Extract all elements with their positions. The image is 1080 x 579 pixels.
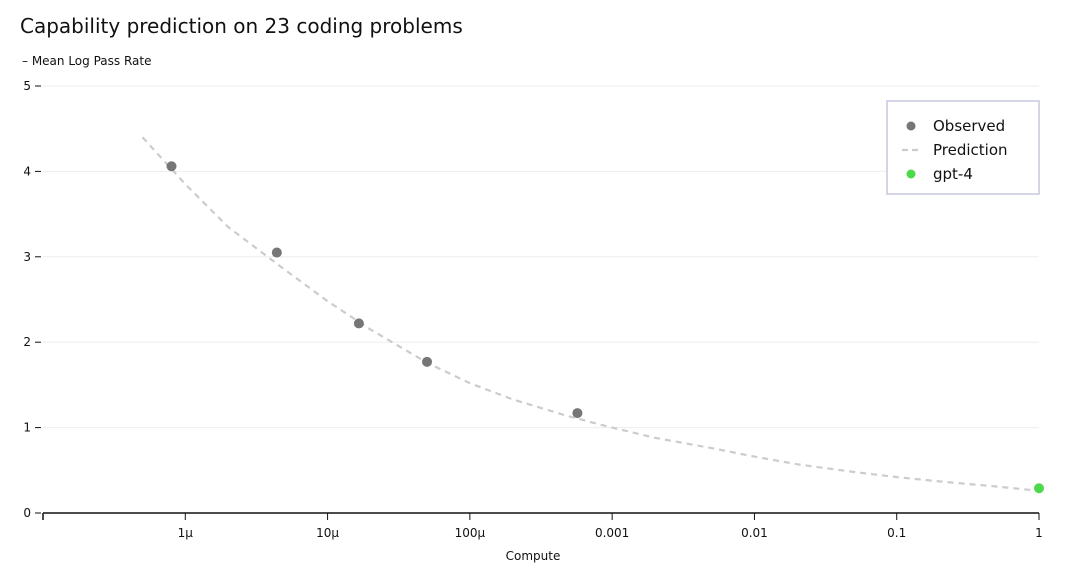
y-tick-label: 5 <box>23 79 31 93</box>
observed-point <box>166 161 177 172</box>
x-tick-label: 0.1 <box>887 526 906 540</box>
observed-point <box>422 356 433 367</box>
chart-title: Capability prediction on 23 coding probl… <box>20 14 463 38</box>
x-tick-label: 100μ <box>455 526 486 540</box>
series-layer <box>141 136 1044 494</box>
gpt4-point <box>1034 483 1044 494</box>
x-tick-label: 0.001 <box>595 526 629 540</box>
x-tick-label: 10μ <box>316 526 339 540</box>
legend-marker-observed <box>906 121 916 131</box>
legend-label: Observed <box>933 117 1005 135</box>
legend-label: gpt-4 <box>933 165 973 183</box>
observed-point <box>572 408 583 419</box>
observed-point <box>353 318 364 329</box>
legend-label: Prediction <box>933 141 1008 159</box>
x-tick-label: 1μ <box>178 526 194 540</box>
axis-layer: 0 1 2 3 4 5 1μ 10μ 100μ 0.001 0.01 0.1 1 <box>23 79 1042 540</box>
x-tick-label: 0.01 <box>741 526 768 540</box>
x-axis-label: Compute <box>506 549 561 563</box>
observed-point <box>271 247 282 258</box>
y-tick-label: 0 <box>23 506 31 520</box>
grid-layer <box>43 85 1039 429</box>
y-axis-label: – Mean Log Pass Rate <box>22 54 151 68</box>
prediction-line <box>141 136 1040 492</box>
legend-marker-gpt-4 <box>906 169 916 179</box>
legend: Observed Prediction gpt-4 <box>886 100 1040 195</box>
legend-box <box>886 100 1040 195</box>
y-tick-label: 1 <box>23 421 31 435</box>
y-tick-label: 3 <box>23 250 31 264</box>
x-tick-label: 1 <box>1035 526 1043 540</box>
y-tick-label: 2 <box>23 335 31 349</box>
y-tick-label: 4 <box>23 164 31 178</box>
